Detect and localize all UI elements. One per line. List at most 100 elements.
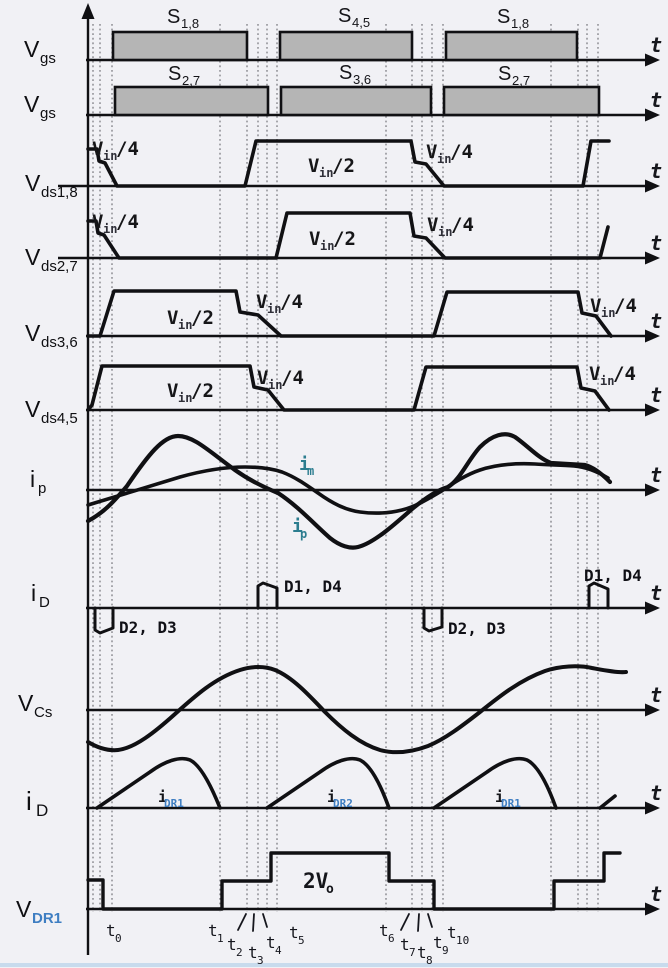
row-label-sub: gs (40, 105, 56, 122)
time-label: t (266, 933, 276, 952)
pulse-label: S (338, 5, 351, 27)
vin-label: V (589, 363, 600, 385)
row-label: V (25, 396, 41, 422)
time-label: t (400, 935, 410, 954)
time-label: t (248, 943, 258, 962)
time-label-sub: 4 (275, 944, 282, 957)
vin-label: V (167, 307, 178, 329)
vertical-axis-arrow (81, 3, 95, 19)
vcs-waveform (86, 664, 628, 755)
vertical-axis (81, 3, 95, 955)
2vo-label: 2V (303, 869, 329, 893)
vin-label: V (590, 295, 601, 317)
idr-label-sub: DR1 (164, 797, 184, 810)
t-axis-label: t (650, 231, 662, 255)
diode-current-pulses: D2, D3 D1, D4 D2, D3 D1, D4 (93, 566, 642, 638)
row-label-sub: Cs (34, 704, 52, 721)
row-label: V (25, 170, 41, 196)
ip-label: i (292, 516, 303, 537)
bottom-strip (0, 963, 668, 967)
row-label-sub: ds2,7 (41, 258, 78, 275)
pulse-label: S (168, 63, 181, 85)
vin-label-sub: in (103, 149, 117, 163)
vin-label-sub: in (437, 152, 451, 166)
vin-label-sub: in (268, 378, 282, 392)
vds45-waveform (86, 364, 611, 412)
t-axis-label: t (650, 463, 662, 487)
idr-label-sub: DR2 (333, 797, 353, 810)
t-axis-label: t (650, 882, 662, 906)
vin-label: V (92, 211, 103, 233)
time-label-sub: 9 (442, 944, 449, 957)
row-label-sub: ds4,5 (41, 410, 78, 427)
pulse-label-sub: 1,8 (181, 16, 199, 31)
time-label-sub: 10 (456, 934, 469, 947)
row-label-sub: gs (40, 50, 56, 67)
vin-label: V (308, 155, 319, 177)
rectifier-current-humps: i DR1 i DR2 i DR1 (95, 756, 617, 810)
leader-mark (262, 913, 268, 928)
row-label-sub: D (36, 801, 48, 820)
rectifier-hump-tail (598, 794, 617, 810)
t-axis-label: t (650, 683, 662, 707)
vin-label: V (256, 291, 267, 313)
row-label-sub: DR1 (32, 910, 62, 927)
diode-pulse-positive (587, 581, 610, 610)
ip-label-sub: p (300, 527, 307, 541)
vin-label-rest: /4 (116, 138, 139, 160)
rectifier-hump (95, 756, 222, 810)
row-axis: t (86, 463, 662, 497)
leader-mark (400, 913, 410, 931)
time-label: t (227, 935, 237, 954)
time-label-sub: 7 (409, 946, 416, 959)
time-label-sub: 5 (298, 934, 305, 947)
vin-label: V (92, 138, 103, 160)
t-axis-label: t (650, 781, 662, 805)
vin-label-sub: in (320, 239, 334, 253)
t-axis-label: t (650, 88, 662, 112)
vin-label-sub: in (601, 306, 615, 320)
time-label-sub: 0 (115, 932, 122, 945)
vin-label-rest: /2 (332, 155, 355, 177)
row-label-sub: ds3,6 (41, 334, 78, 351)
gate-pulse (113, 85, 270, 117)
pulse-label: S (498, 63, 511, 85)
row-label: V (16, 896, 32, 922)
time-label: t (433, 933, 443, 952)
im-label: i (299, 454, 310, 475)
vin-label-rest: /4 (614, 295, 637, 317)
vgs-top-pulses: S 1,8 S 4,5 S 1,8 (111, 5, 579, 62)
row-axis: t (86, 581, 662, 615)
im-label-sub: m (307, 464, 314, 478)
vin-label-rest: /4 (450, 141, 473, 163)
rectifier-hump (432, 756, 558, 810)
time-label: t (447, 923, 457, 942)
vin-label-sub: in (319, 166, 333, 180)
vin-label-rest: /2 (191, 380, 214, 402)
vin-label-rest: /4 (451, 214, 474, 236)
primary-current-curve (85, 432, 613, 550)
t-axis-label: t (650, 581, 662, 605)
diode-label: D2, D3 (448, 619, 506, 638)
pulse-label: S (339, 62, 352, 84)
vin-label: V (426, 141, 437, 163)
time-label: t (379, 921, 389, 940)
row-label: V (18, 690, 34, 716)
t-axis-label: t (650, 383, 662, 407)
vin-label-rest: /4 (613, 363, 636, 385)
time-label: t (208, 921, 218, 940)
row-label: V (24, 91, 40, 117)
pulse-label-sub: 2,7 (182, 73, 200, 88)
leader-mark (427, 913, 433, 928)
leader-mark (417, 913, 420, 932)
row-label: i (31, 580, 36, 606)
vgs-bottom-pulses: S 2,7 S 3,6 S 2,7 (113, 62, 601, 117)
t-axis-label: t (650, 33, 662, 57)
magnetizing-current-curve (86, 461, 610, 515)
vin-label-sub: in (103, 222, 117, 236)
vin-label-rest: /4 (280, 291, 303, 313)
